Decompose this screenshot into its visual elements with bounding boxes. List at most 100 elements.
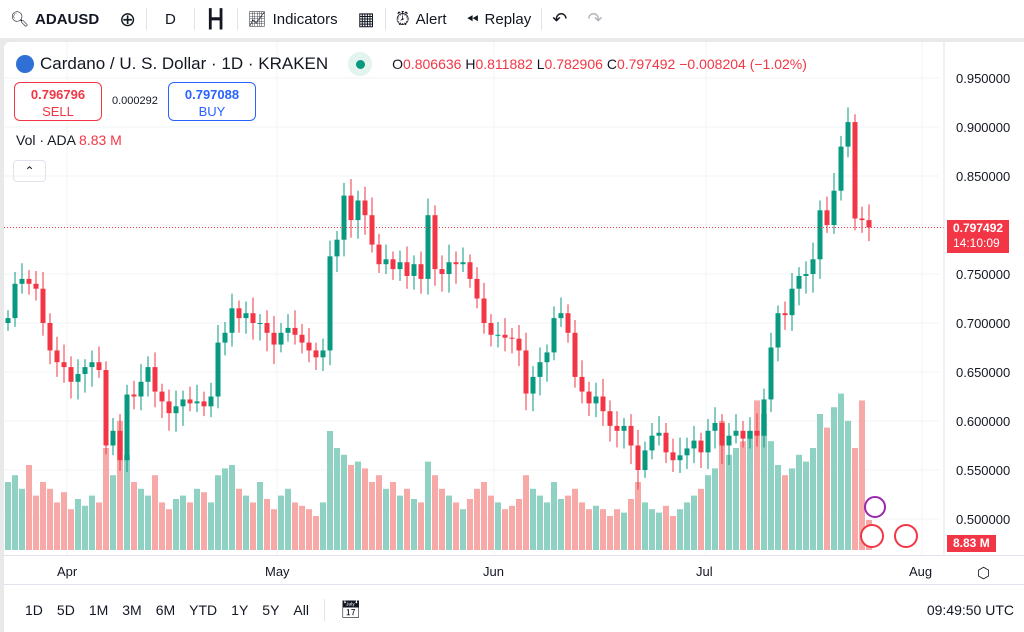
volume-bar bbox=[348, 465, 354, 550]
candle-body bbox=[600, 396, 606, 412]
candle-body bbox=[572, 332, 578, 377]
volume-bar bbox=[691, 495, 697, 550]
alert-button[interactable]: ⏰︎ Alert bbox=[386, 0, 457, 38]
candle-body bbox=[488, 323, 494, 335]
candle-body bbox=[278, 332, 284, 345]
volume-bar bbox=[803, 461, 809, 550]
volume-bar bbox=[586, 509, 592, 550]
volume-bar bbox=[845, 420, 851, 550]
divider bbox=[323, 599, 325, 621]
volume-bar bbox=[299, 505, 305, 550]
candle-body bbox=[348, 195, 354, 221]
candle-body bbox=[40, 288, 46, 323]
volume-bar bbox=[376, 475, 382, 550]
collapse-legend-button[interactable]: ⌃ bbox=[13, 160, 46, 182]
replay-button[interactable]: ⏪︎ Replay bbox=[457, 0, 542, 38]
volume-bar bbox=[817, 414, 823, 550]
chart-type-button[interactable]: ┣┫ bbox=[195, 0, 237, 38]
candle-body bbox=[82, 367, 88, 374]
range-all[interactable]: All bbox=[293, 602, 309, 618]
price-tick-label: 0.950000 bbox=[956, 71, 1010, 86]
buy-label: BUY bbox=[198, 104, 226, 119]
volume-bar bbox=[5, 482, 11, 550]
range-5d[interactable]: 5D bbox=[56, 602, 75, 618]
range-5y[interactable]: 5Y bbox=[262, 602, 280, 618]
time-label: Apr bbox=[57, 564, 78, 579]
volume-bar bbox=[628, 499, 634, 550]
volume-bar bbox=[222, 468, 228, 550]
volume-bar bbox=[152, 475, 158, 550]
candle-body bbox=[299, 334, 305, 343]
candle-body bbox=[502, 334, 508, 338]
candle-body bbox=[509, 337, 515, 339]
price-chart[interactable]: 0.950000 0.900000 0.850000 0.750000 0.700000… bbox=[4, 42, 1024, 555]
volume-bar bbox=[383, 488, 389, 550]
volume-bar bbox=[544, 502, 550, 550]
price-tick-label: 0.900000 bbox=[956, 120, 1010, 135]
candle-body bbox=[698, 440, 704, 453]
candle-body bbox=[649, 435, 655, 451]
volume-bar bbox=[229, 465, 235, 550]
range-1y[interactable]: 1Y bbox=[231, 602, 249, 618]
volume-bar bbox=[565, 495, 571, 550]
volume-bar bbox=[579, 502, 585, 550]
indicators-button[interactable]: 📈︎ Indicators bbox=[238, 0, 348, 38]
volume-bar bbox=[656, 512, 662, 550]
grid-icon: ▦ bbox=[357, 8, 375, 29]
undo-button[interactable]: ↶ bbox=[542, 0, 577, 38]
go-to-date-calendar-icon[interactable]: 📅︎ bbox=[339, 600, 362, 619]
volume-bar bbox=[96, 502, 102, 550]
range-1m[interactable]: 1M bbox=[88, 602, 109, 618]
utc-clock[interactable]: 09:49:50 UTC bbox=[926, 602, 1014, 618]
volume-bar bbox=[726, 454, 732, 550]
volume-bar bbox=[740, 441, 746, 550]
volume-bar bbox=[670, 516, 676, 550]
symbol-search[interactable]: 🔍︎ ADAUSD bbox=[0, 0, 109, 38]
range-1d[interactable]: 1D bbox=[25, 602, 43, 618]
low-value: 0.782906 bbox=[544, 56, 603, 72]
time-label: May bbox=[265, 564, 290, 579]
volume-bar bbox=[852, 448, 858, 550]
candle-body bbox=[33, 283, 39, 289]
volume-bar bbox=[733, 448, 739, 550]
candle-body bbox=[803, 274, 809, 276]
volume-bar bbox=[362, 468, 368, 550]
redo-button[interactable]: ↷ bbox=[577, 0, 612, 38]
buy-button[interactable]: 0.797088 BUY bbox=[168, 82, 256, 121]
volume-bar bbox=[89, 495, 95, 550]
volume-bar bbox=[593, 505, 599, 550]
compare-button[interactable]: ⊕ bbox=[109, 0, 146, 38]
bottom-toolbar: 1D 5D 1M 3M 6M YTD 1Y 5Y All 📅︎ 09:49:50… bbox=[4, 590, 1024, 630]
candle-body bbox=[75, 373, 81, 382]
candle-body bbox=[607, 411, 613, 426]
volume-bar bbox=[768, 441, 774, 550]
candle-body bbox=[390, 259, 396, 270]
range-6m[interactable]: 6M bbox=[155, 602, 176, 618]
interval-button[interactable]: D bbox=[147, 0, 194, 38]
volume-bar bbox=[551, 482, 557, 550]
time-axis[interactable]: Apr May Jun Jul Aug ⬡ bbox=[4, 555, 1024, 585]
bar-countdown: 14:10:09 bbox=[953, 236, 1000, 250]
volume-bar bbox=[313, 516, 319, 550]
volume-bar bbox=[831, 407, 837, 550]
sell-button[interactable]: 0.796796 SELL bbox=[14, 82, 102, 121]
range-3m[interactable]: 3M bbox=[122, 602, 142, 618]
candle-body bbox=[446, 262, 452, 274]
symbol-name: ADAUSD bbox=[35, 10, 100, 28]
settings-hexagon-icon[interactable]: ⬡ bbox=[977, 565, 991, 582]
candle-body bbox=[565, 313, 571, 333]
us-flag-event-icon bbox=[860, 524, 884, 548]
volume-bar bbox=[712, 468, 718, 550]
range-ytd[interactable]: YTD bbox=[189, 602, 218, 618]
volume-bar bbox=[677, 509, 683, 550]
high-label: H bbox=[465, 56, 476, 72]
volume-bar bbox=[75, 499, 81, 550]
volume-bar bbox=[82, 505, 88, 550]
candle-body bbox=[467, 262, 473, 279]
candle-body bbox=[481, 298, 487, 323]
volume-bar bbox=[796, 454, 802, 550]
templates-button[interactable]: ▦ bbox=[348, 0, 385, 38]
candle-body bbox=[229, 308, 235, 333]
volume-bar bbox=[145, 495, 151, 550]
candle-body bbox=[852, 122, 858, 219]
